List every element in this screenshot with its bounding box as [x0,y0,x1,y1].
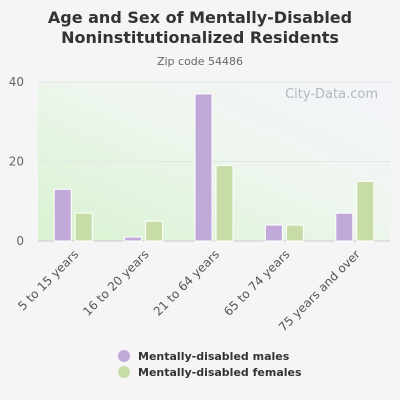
legend-label-females: Mentally-disabled females [138,365,302,379]
bar-females-2 [215,164,234,242]
bar-males-2 [194,93,213,242]
chart-title-line2: Noninstitutionalized Residents [61,28,339,47]
bar-males-1 [124,236,143,242]
y-tick-label: 0 [16,234,24,248]
watermark: City-Data.com [285,87,378,102]
bar-males-4 [335,212,354,242]
bar-females-1 [145,220,164,242]
x-tick-label: 21 to 64 years [151,247,222,318]
legend: Mentally-disabled males Mentally-disable… [118,348,302,380]
bar-males-3 [264,224,283,242]
chart-title: Age and Sex of Mentally-Disabled Noninst… [0,8,400,48]
legend-item-females: Mentally-disabled females [118,364,302,380]
chart-subtitle: Zip code 54486 [156,55,244,68]
x-tick-label: 65 to 74 years [221,247,292,318]
bar-females-3 [285,224,304,242]
y-tick-label: 20 [9,155,24,169]
bar-females-4 [356,180,375,242]
legend-swatch-males [118,350,130,362]
legend-swatch-females [118,366,130,378]
bar-females-0 [74,212,93,242]
y-tick-label: 40 [9,75,24,89]
legend-label-males: Mentally-disabled males [138,349,290,363]
x-tick-label: 16 to 20 years [80,247,151,318]
chart-title-line1: Age and Sex of Mentally-Disabled [47,8,353,27]
x-tick-label: 5 to 15 years [15,247,81,313]
legend-item-males: Mentally-disabled males [118,348,302,364]
bar-males-0 [53,188,72,242]
